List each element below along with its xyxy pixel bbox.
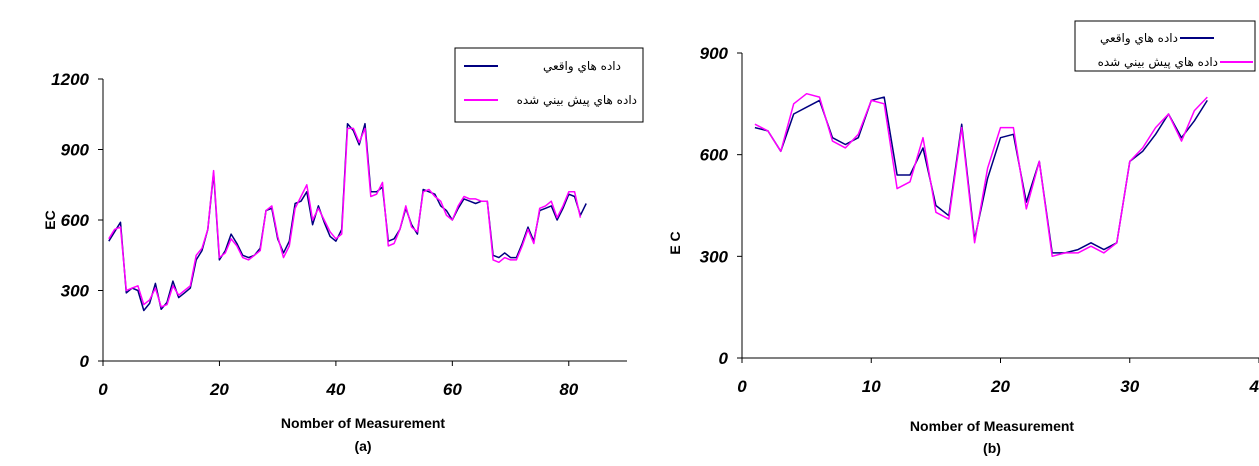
chart-a-series-actual-line — [108, 122, 587, 312]
chart-a-x-tick-label: 0 — [98, 380, 108, 399]
chart-b-legend-label-predicted: داده هاي پيش بيني شده — [1098, 55, 1218, 70]
chart-b-y-tick-label: 600 — [700, 146, 729, 165]
chart-a-legend-label-predicted: داده هاي پيش بيني شده — [517, 93, 637, 108]
chart-a-ylabel: EC — [42, 210, 58, 229]
chart-b-y-tick-label: 300 — [700, 247, 729, 266]
chart-b-x-tick-label: 0 — [737, 377, 747, 396]
chart-a-x-tick-label: 80 — [559, 380, 578, 399]
chart-b-series-actual-line — [754, 96, 1208, 254]
chart-a-series-predicted-line — [108, 127, 582, 308]
chart-a-panel-label: (a) — [354, 438, 371, 454]
chart-b-legend-label-actual: داده هاي واقعي — [1100, 31, 1178, 46]
chart-b-x-tick-label: 10 — [862, 377, 881, 396]
chart-a-y-tick-label: 900 — [61, 141, 90, 160]
chart-a-anchor — [0, 0, 1, 1]
chart-b-y-tick-label: 900 — [700, 44, 729, 63]
chart-a-y-tick-label: 300 — [61, 282, 90, 301]
chart-b: E C Nomber of Measurement (b) داده هاي و… — [667, 20, 1259, 456]
chart-b-series-predicted-line — [754, 92, 1208, 258]
chart-a-x-tick-label: 40 — [325, 380, 345, 399]
chart-a-x-tick-label: 60 — [443, 380, 462, 399]
chart-a-xlabel: Nomber of Measurement — [281, 415, 445, 431]
chart-a-legend-box — [454, 47, 644, 123]
chart-a-legend: داده هاي واقعي داده هاي پيش بيني شده — [454, 47, 644, 123]
chart-a-x-tick-label: 20 — [209, 380, 229, 399]
chart-b-x-tick-label: 30 — [1120, 377, 1139, 396]
chart-b-legend: داده هاي واقعي داده هاي پيش بيني شده — [1074, 20, 1256, 72]
chart-b-x-tick-label: 20 — [990, 377, 1010, 396]
chart-a-legend-label-actual: داده هاي واقعي — [543, 59, 621, 74]
chart-a-y-tick-label: 1200 — [51, 70, 89, 89]
chart-b-y-tick-label: 0 — [719, 349, 729, 368]
chart-b-ylabel: E C — [667, 231, 683, 254]
chart-b-x-tick-label: 40 — [1249, 377, 1259, 396]
chart-a-y-tick-label: 600 — [61, 211, 90, 230]
chart-b-xlabel: Nomber of Measurement — [910, 418, 1074, 434]
chart-a: EC Nomber of Measurement (a) داده هاي وا… — [0, 0, 644, 454]
chart-a-y-tick-label: 0 — [80, 352, 90, 371]
chart-b-panel-label: (b) — [983, 440, 1001, 456]
